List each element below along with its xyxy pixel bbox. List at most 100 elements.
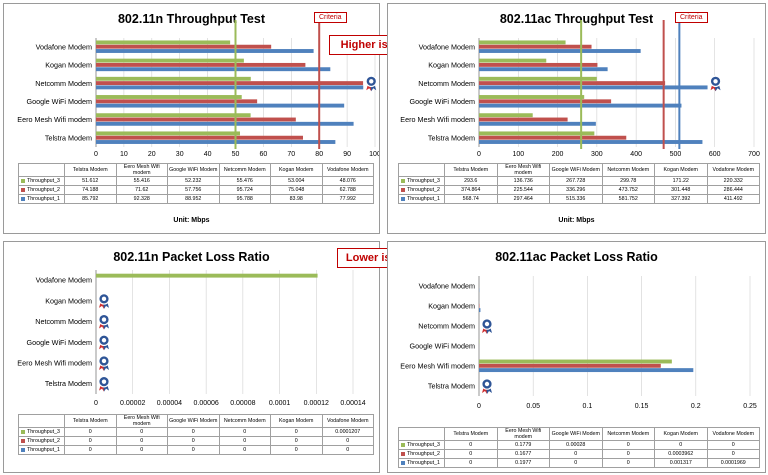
- bar-throughput_2: [479, 135, 627, 140]
- bar-throughput_2: [96, 135, 303, 140]
- table-cell: 568.74: [444, 194, 498, 204]
- x-tick-label: 0.0001: [269, 400, 291, 407]
- bar-throughput_3: [96, 40, 231, 45]
- table-cell: 0.0001969: [706, 458, 760, 468]
- bar-throughput_1: [479, 67, 608, 72]
- table-cell: 0: [115, 427, 168, 437]
- table-cell: 171.22: [654, 176, 708, 186]
- table-cell: 0: [64, 436, 117, 446]
- table-corner: [18, 163, 65, 177]
- data-table: Telstra Modem Eero Mesh Wifi modem Google …: [18, 414, 374, 455]
- x-tick-label: 0.00002: [120, 400, 145, 407]
- x-tick-label: 0.00014: [340, 400, 365, 407]
- table-cell: 0: [601, 449, 655, 459]
- table-cell: 0: [167, 436, 220, 446]
- bar-throughput_1: [479, 308, 481, 313]
- table-cell: 0: [706, 449, 760, 459]
- table-cell: 267.728: [549, 176, 603, 186]
- bar-throughput_2: [479, 117, 568, 122]
- bar-throughput_1: [479, 85, 708, 90]
- x-tick-label: 10: [120, 151, 128, 158]
- bar-throughput_1: [479, 368, 694, 373]
- criteria-label: Criteria: [675, 12, 708, 23]
- table-header-cell: Eero Mesh Wifi modem: [496, 163, 550, 177]
- chart-plot: 0 0.05 0.1 0.15 0.2 0.25 Telstra Modem Eero Mes…: [400, 276, 757, 410]
- table-cell: 220.332: [706, 176, 760, 186]
- x-tick-label: 100: [369, 151, 379, 158]
- table-header-cell: Eero Mesh Wifi modem: [496, 427, 550, 441]
- table-cell: 0.0003962: [654, 449, 708, 459]
- table-row: Throughput_1 568.74 297.464 515.336 581.752 3…: [398, 194, 760, 204]
- bar-throughput_1: [96, 49, 314, 53]
- table-cell: 0: [706, 440, 760, 450]
- table-row: Throughput_3 0 0.1779 0.00028 0 0 0: [398, 440, 760, 450]
- x-tick-label: 0.00012: [304, 400, 329, 407]
- table-cell: 0: [218, 445, 271, 455]
- series-name: Throughput_3: [27, 178, 60, 184]
- category-label: Kogan Modem: [428, 302, 475, 311]
- table-cell: 286.444: [706, 185, 760, 195]
- table-header-cell: Kogan Modem: [270, 163, 323, 177]
- criteria-label: Criteria: [314, 12, 347, 23]
- award-ribbon-icon: [365, 75, 378, 92]
- x-tick-label: 300: [591, 151, 603, 158]
- data-table: Telstra Modem Eero Mesh Wifi modem Google …: [398, 427, 760, 468]
- x-tick-label: 0.25: [743, 403, 757, 410]
- table-header-cell: Kogan Modem: [654, 427, 708, 441]
- chart-plot: 0 0.00002 0.00004 0.00006 0.00008 0.0001 0.000…: [17, 270, 366, 407]
- table-cell: 0.001317: [654, 458, 708, 468]
- table-cell: 0: [270, 445, 323, 455]
- table-cell: 581.752: [601, 194, 655, 204]
- bar-throughput_1: [479, 49, 641, 53]
- series-name: Throughput_2: [27, 187, 60, 193]
- table-header-cell: Netcomm Modem: [601, 163, 655, 177]
- x-tick-label: 80: [315, 151, 323, 158]
- table-cell: 0: [218, 436, 271, 446]
- category-label: Google WiFi Modem: [409, 97, 475, 106]
- table-header-cell: Kogan Modem: [270, 414, 323, 428]
- table-row: Throughput_2 374.864 225.544 336.296 473.752…: [398, 185, 760, 195]
- legend-swatch: [21, 438, 25, 443]
- bar-throughput_1: [479, 121, 596, 126]
- bar-throughput_3: [479, 95, 585, 99]
- x-tick-label: 90: [343, 151, 351, 158]
- table-cell: 515.336: [549, 194, 603, 204]
- table-cell: 136.736: [496, 176, 550, 186]
- table-corner: [398, 163, 445, 177]
- x-tick-label: 70: [287, 151, 295, 158]
- chart-title: 802.11n Throughput Test: [117, 12, 265, 26]
- bar-throughput_2: [96, 81, 364, 86]
- table-cell: 0: [444, 449, 498, 459]
- table-cell: 77.992: [321, 194, 374, 204]
- bar-throughput_3: [479, 40, 566, 45]
- x-tick-label: 20: [148, 151, 156, 158]
- chart-panel-80211n-throughput: 802.11n Throughput Test 0 10 20 30 40 50 60 70 8…: [3, 3, 433, 234]
- category-label: Kogan Modem: [428, 61, 475, 70]
- series-legend-cell: Throughput_3: [398, 440, 445, 450]
- table-header-cell: Eero Mesh Wifi modem: [115, 414, 168, 428]
- category-label: Kogan Modem: [45, 61, 92, 70]
- table-cell: 92.328: [115, 194, 168, 204]
- table-cell: 0: [167, 427, 220, 437]
- chart-panel-80211ac-throughput: 802.11ac Throughput Test 0 100 200 300 400 50…: [387, 3, 766, 234]
- category-label: Vodafone Modem: [36, 42, 92, 51]
- x-tick-label: 400: [630, 151, 642, 158]
- table-cell: 0.0001207: [321, 427, 374, 437]
- series-name: Throughput_3: [407, 442, 440, 448]
- table-header-cell: Google WiFi Modem: [167, 163, 220, 177]
- x-tick-label: 0: [477, 151, 481, 158]
- x-tick-label: 40: [204, 151, 212, 158]
- x-tick-label: 500: [670, 151, 682, 158]
- table-cell: 0.1677: [496, 449, 550, 459]
- category-label: Google WiFi Modem: [409, 342, 475, 351]
- bar-throughput_1: [96, 85, 364, 90]
- table-header-cell: Eero Mesh Wifi modem: [115, 163, 168, 177]
- x-tick-label: 50: [232, 151, 240, 158]
- bar-throughput_3: [96, 76, 251, 81]
- table-cell: 0: [601, 440, 655, 450]
- unit-label: Unit: Mbps: [173, 217, 210, 224]
- series-name: Throughput_3: [407, 178, 440, 184]
- table-cell: 374.864: [444, 185, 498, 195]
- table-header-cell: Google WiFi Modem: [549, 163, 603, 177]
- table-header-cell: Netcomm Modem: [601, 427, 655, 441]
